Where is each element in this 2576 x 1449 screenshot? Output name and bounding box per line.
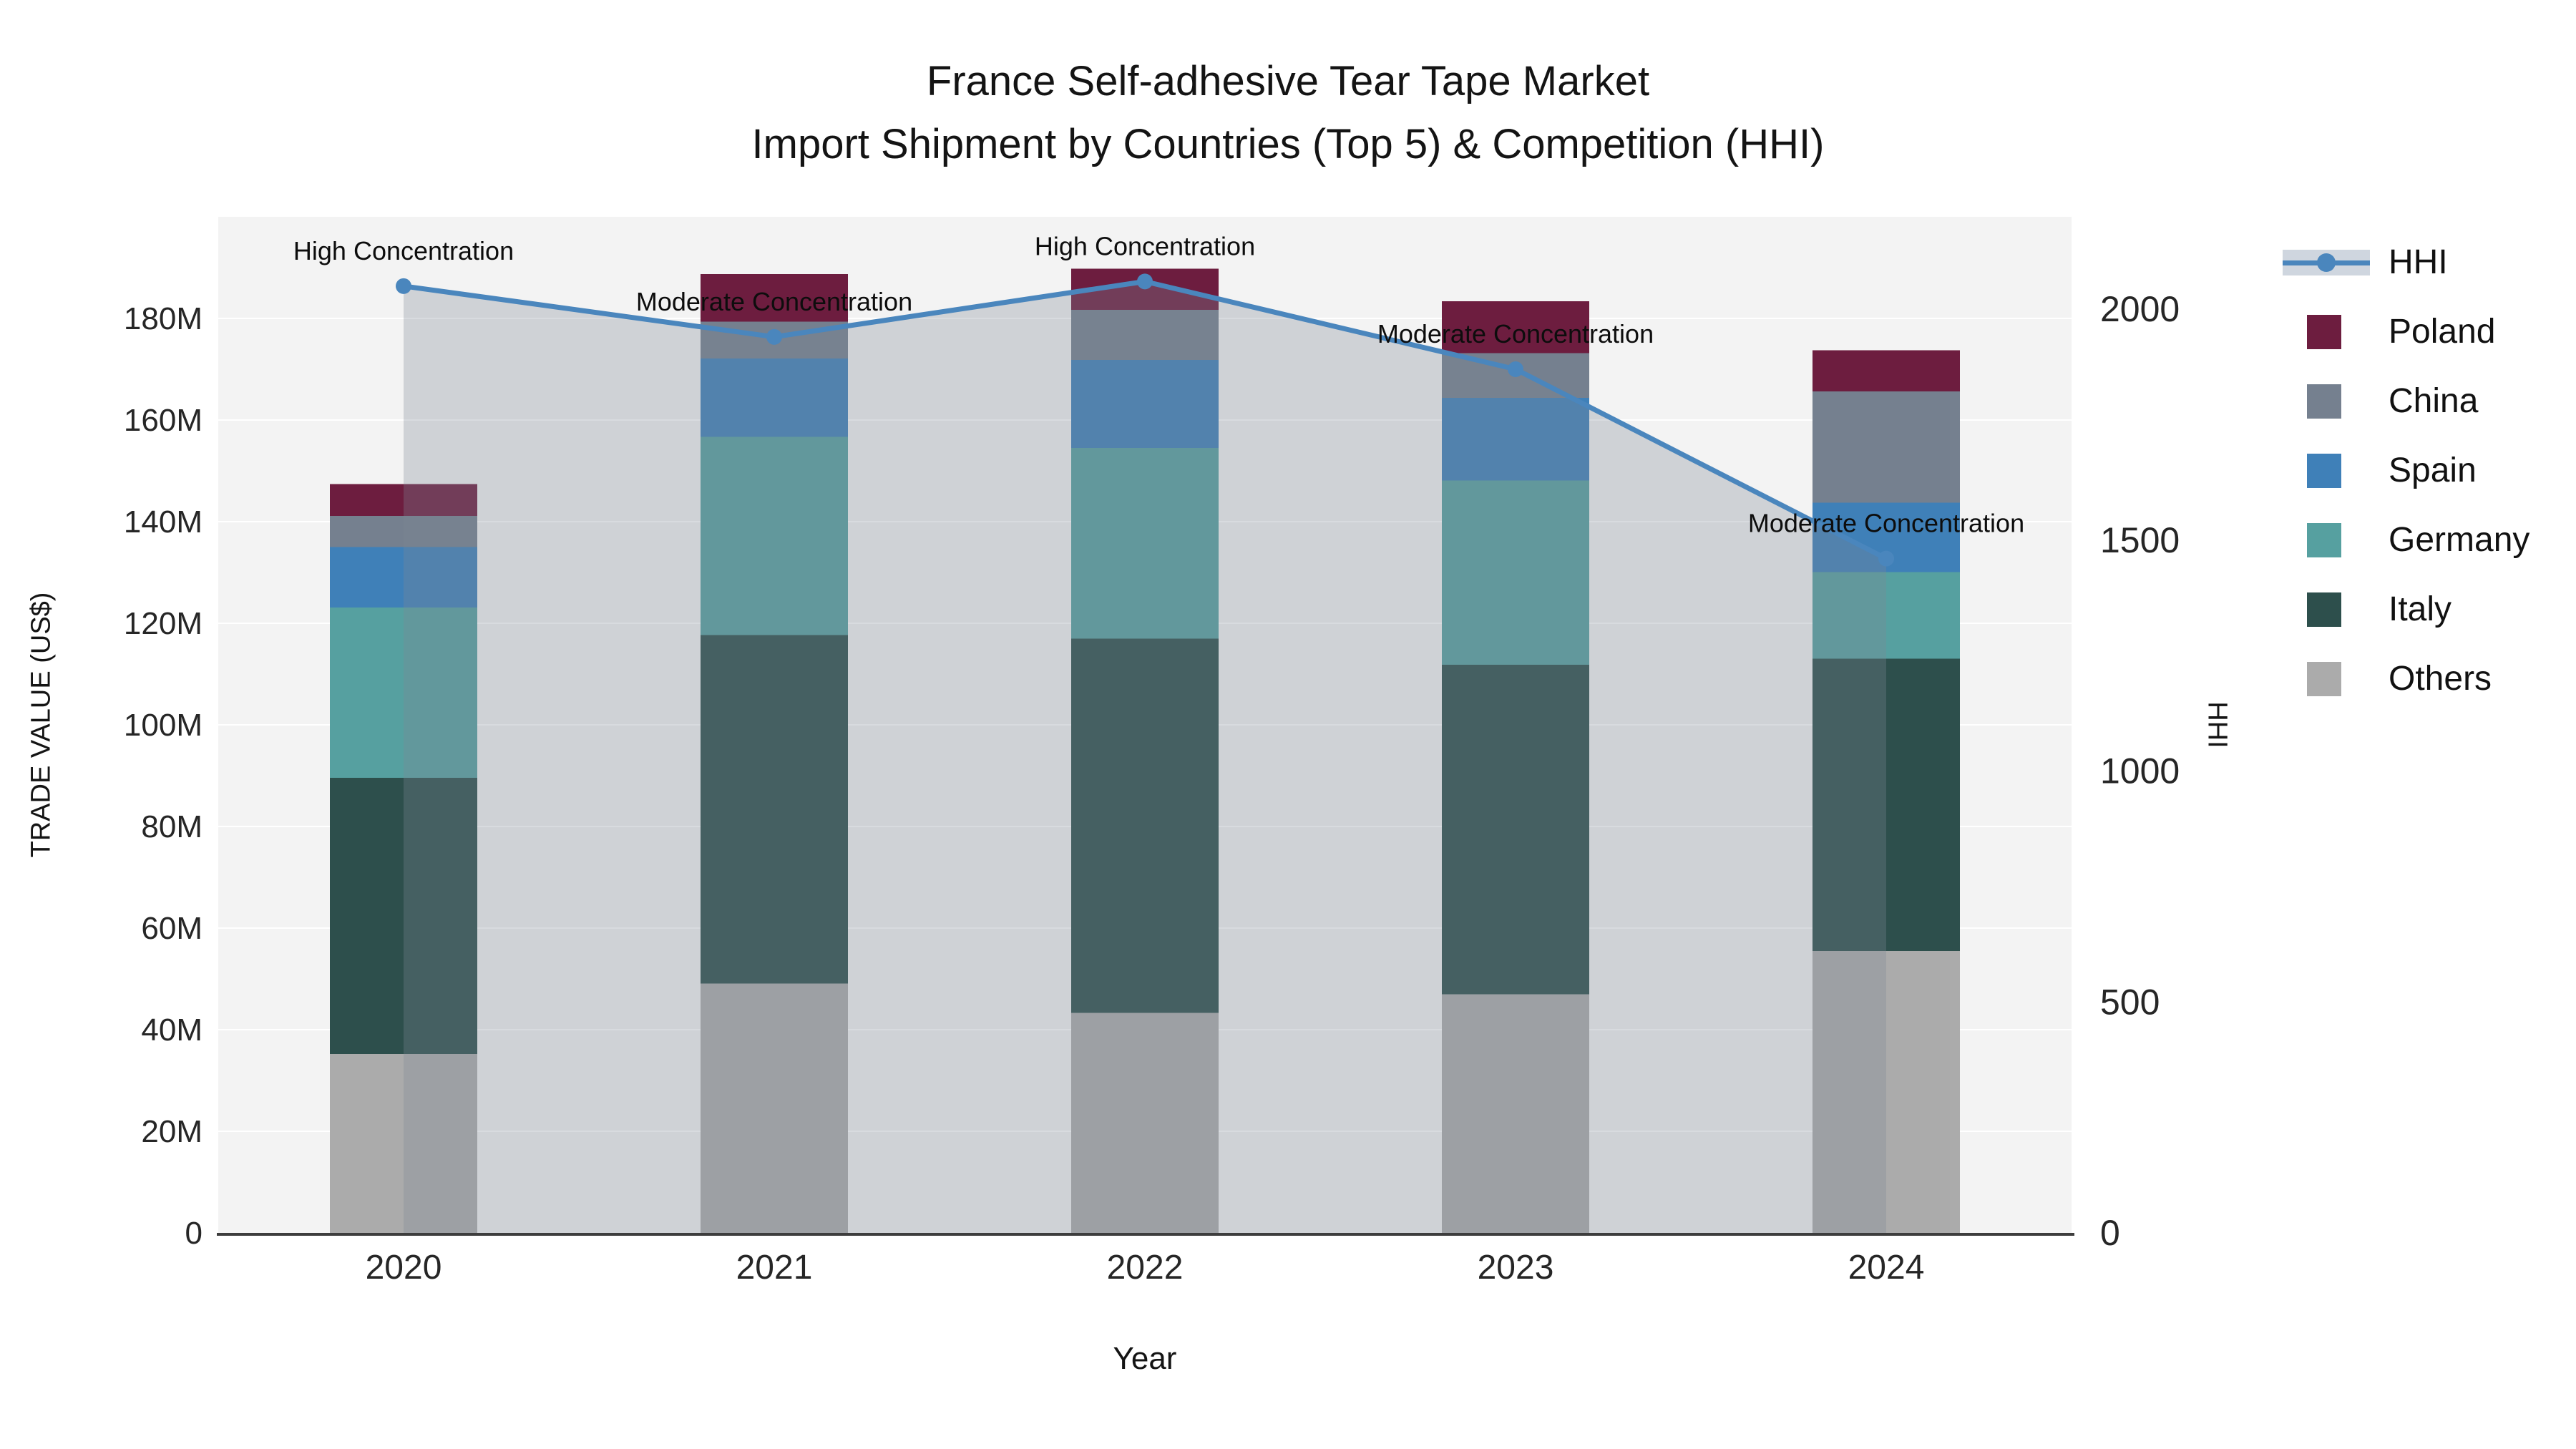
chart-title: France Self-adhesive Tear Tape Market Im… bbox=[0, 50, 2576, 176]
y-right-tick-label-1500: 1500 bbox=[2100, 520, 2180, 560]
bar-segment-poland-2020 bbox=[330, 484, 477, 517]
y-axis-title-right: HHI bbox=[2202, 701, 2233, 748]
bar-segment-others-2024 bbox=[1813, 950, 1960, 1233]
legend-item-others[interactable]: Others bbox=[2283, 644, 2529, 713]
y-left-tick-label-160M: 160M bbox=[124, 403, 203, 438]
legend-color-swatch bbox=[2283, 592, 2370, 627]
legend-item-label: Germany bbox=[2389, 521, 2530, 559]
bar-segment-germany-2021 bbox=[701, 436, 848, 635]
x-axis-title: Year bbox=[1113, 1341, 1177, 1376]
y-left-tick-label-120M: 120M bbox=[124, 606, 203, 641]
chart-title-line2: Import Shipment by Countries (Top 5) & C… bbox=[751, 121, 1825, 167]
bar-segment-poland-2024 bbox=[1813, 350, 1960, 392]
bar-segment-spain-2022 bbox=[1071, 360, 1219, 449]
bar-segment-poland-2021 bbox=[701, 274, 848, 322]
bar-segment-china-2020 bbox=[330, 516, 477, 547]
legend-color-swatch bbox=[2283, 384, 2370, 419]
bar-segment-germany-2022 bbox=[1071, 448, 1219, 639]
x-tick-label-2021: 2021 bbox=[736, 1249, 813, 1287]
bar-segment-spain-2021 bbox=[701, 358, 848, 437]
y-left-tick-label-140M: 140M bbox=[124, 504, 203, 540]
y-axis-title-left: TRADE VALUE (US$) bbox=[26, 592, 57, 858]
bar-segment-spain-2023 bbox=[1442, 397, 1589, 481]
bar-segment-others-2021 bbox=[701, 983, 848, 1233]
x-tick-label-2020: 2020 bbox=[366, 1249, 442, 1287]
y-left-tick-label-20M: 20M bbox=[141, 1114, 203, 1149]
legend-item-label: China bbox=[2389, 382, 2479, 420]
y-left-tick-label-60M: 60M bbox=[141, 911, 203, 946]
hhi-marker-2020 bbox=[396, 278, 411, 294]
annotation-2022: High Concentration bbox=[1035, 231, 1255, 260]
bar-segment-germany-2024 bbox=[1813, 572, 1960, 659]
legend-item-china[interactable]: China bbox=[2283, 366, 2529, 436]
bar-segment-italy-2024 bbox=[1813, 658, 1960, 951]
legend-item-label: Others bbox=[2389, 660, 2492, 698]
legend-item-label: HHI bbox=[2389, 243, 2448, 281]
legend-item-label: Spain bbox=[2389, 452, 2477, 489]
bar-segment-poland-2023 bbox=[1442, 301, 1589, 353]
legend-item-germany[interactable]: Germany bbox=[2283, 505, 2529, 575]
bar-segment-china-2022 bbox=[1071, 309, 1219, 361]
annotation-2023: Moderate Concentration bbox=[1377, 319, 1654, 348]
legend: HHI Poland China Spain Germany Italy Others bbox=[2283, 228, 2529, 713]
legend-color-swatch bbox=[2283, 314, 2370, 349]
y-left-tick-label-80M: 80M bbox=[141, 809, 203, 844]
bar-segment-italy-2020 bbox=[330, 777, 477, 1055]
y-right-tick-label-1000: 1000 bbox=[2100, 751, 2180, 791]
bar-segment-germany-2020 bbox=[330, 607, 477, 778]
legend-line-marker-icon bbox=[2317, 253, 2336, 272]
legend-color-swatch bbox=[2283, 453, 2370, 488]
legend-item-label: Poland bbox=[2389, 313, 2496, 351]
bar-segment-italy-2021 bbox=[701, 635, 848, 984]
y-right-tick-label-2000: 2000 bbox=[2100, 289, 2180, 329]
hhi-marker-2023 bbox=[1508, 361, 1523, 377]
legend-item-spain[interactable]: Spain bbox=[2283, 436, 2529, 505]
x-tick-label-2024: 2024 bbox=[1848, 1249, 1925, 1287]
bar-segment-others-2020 bbox=[330, 1054, 477, 1233]
hhi-marker-2021 bbox=[766, 328, 782, 345]
x-tick-label-2022: 2022 bbox=[1107, 1249, 1184, 1287]
hhi-marker-2022 bbox=[1137, 273, 1153, 290]
hhi-area-fill bbox=[404, 281, 1886, 1233]
legend-item-hhi[interactable]: HHI bbox=[2283, 228, 2529, 297]
y-left-tick-label-180M: 180M bbox=[124, 301, 203, 336]
bar-segment-others-2023 bbox=[1442, 994, 1589, 1233]
annotation-2021: Moderate Concentration bbox=[636, 287, 912, 316]
legend-item-italy[interactable]: Italy bbox=[2283, 575, 2529, 644]
annotation-2020: High Concentration bbox=[293, 236, 514, 265]
bar-segment-germany-2023 bbox=[1442, 480, 1589, 665]
legend-color-swatch bbox=[2283, 522, 2370, 557]
legend-item-poland[interactable]: Poland bbox=[2283, 297, 2529, 366]
legend-item-label: Italy bbox=[2389, 590, 2452, 628]
bar-segment-china-2024 bbox=[1813, 391, 1960, 503]
hhi-marker-2024 bbox=[1878, 550, 1894, 567]
y-left-tick-label-40M: 40M bbox=[141, 1013, 203, 1048]
chart-title-line1: France Self-adhesive Tear Tape Market bbox=[926, 58, 1650, 104]
legend-line-sample bbox=[2283, 246, 2370, 279]
y-right-tick-label-500: 500 bbox=[2100, 982, 2160, 1022]
y-left-tick-label-100M: 100M bbox=[124, 708, 203, 743]
bar-segment-spain-2020 bbox=[330, 547, 477, 608]
bar-segment-others-2022 bbox=[1071, 1013, 1219, 1233]
legend-color-swatch bbox=[2283, 661, 2370, 696]
y-right-tick-label-0: 0 bbox=[2100, 1213, 2120, 1253]
bar-segment-italy-2022 bbox=[1071, 638, 1219, 1013]
bar-segment-italy-2023 bbox=[1442, 665, 1589, 995]
annotation-2024: Moderate Concentration bbox=[1748, 509, 2024, 538]
y-left-tick-label-0: 0 bbox=[185, 1216, 203, 1251]
x-tick-label-2023: 2023 bbox=[1478, 1249, 1554, 1287]
